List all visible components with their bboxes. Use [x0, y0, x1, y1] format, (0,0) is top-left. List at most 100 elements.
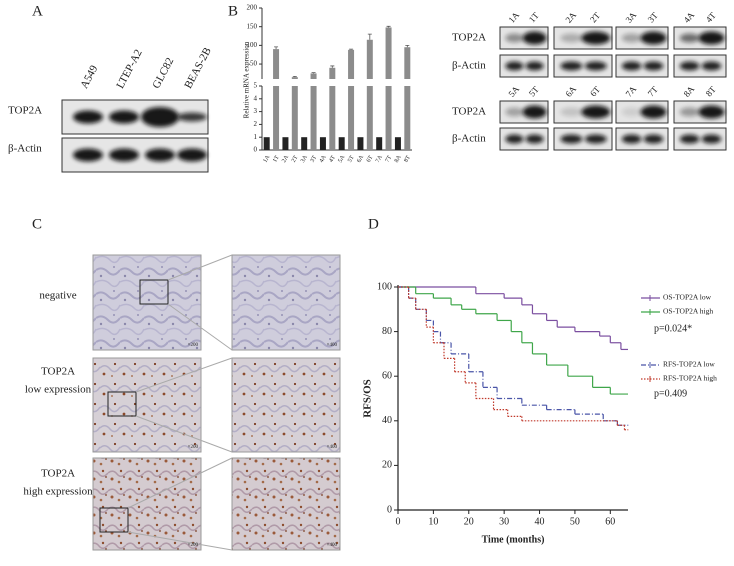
y-tick-label: 1: [254, 133, 258, 141]
blot-band: [505, 61, 524, 71]
x-tick-label: 6T: [366, 155, 375, 164]
y-tick-label: 3: [254, 107, 258, 115]
bar: [273, 86, 280, 150]
y-tick-label: 0: [254, 146, 258, 154]
lane-label: 4A: [682, 10, 697, 25]
ihc-row-label: TOP2A: [41, 468, 75, 480]
lane-label: 2A: [563, 10, 578, 25]
lane-label: 7A: [624, 84, 639, 99]
blot-band: [73, 148, 103, 162]
lane-label: 3A: [624, 10, 639, 25]
x-tick-label: 6A: [356, 154, 365, 164]
lane-label: 7T: [646, 84, 660, 98]
lane-label: LTEP-A2: [114, 48, 144, 91]
lane-label: 5T: [527, 84, 541, 98]
lane-label: 4T: [704, 10, 718, 24]
zoom-line: [167, 254, 233, 281]
blot-band: [640, 105, 667, 119]
blot-band: [505, 107, 524, 117]
y-tick-label: 0: [387, 504, 392, 515]
bar: [329, 86, 336, 150]
magnification: ×200: [188, 543, 199, 548]
lane-label: 2T: [588, 10, 602, 24]
legend-label: OS-TOP2A low: [663, 293, 712, 302]
ihc-row-label: high expression: [23, 486, 93, 498]
ihc-panel: negative ×200 ×400 TOP2A low expression ×200 ×…: [23, 254, 341, 551]
bar: [357, 137, 364, 150]
zoom-box: [139, 279, 169, 305]
annotation: p=0.409: [654, 388, 687, 399]
blot-band: [679, 33, 700, 43]
y-tick-label: 5: [254, 82, 258, 90]
blot-band: [698, 31, 725, 45]
x-tick-label: 50: [570, 516, 580, 527]
error-bar: [292, 75, 297, 78]
panel-label: C: [32, 216, 42, 232]
bar-upper: [273, 49, 280, 79]
x-tick-label: 4T: [328, 155, 337, 164]
x-tick-label: 30: [499, 516, 509, 527]
blot-band: [505, 33, 524, 43]
blot-box: [553, 127, 613, 151]
y-axis-label: Relative mRNA expression: [243, 41, 251, 118]
blot-band: [560, 61, 583, 71]
blot-band: [560, 134, 583, 144]
ihc-image-400: [231, 457, 341, 551]
lane-label: 6A: [563, 84, 578, 99]
y-tick-label: 40: [382, 415, 392, 426]
x-tick-label: 8T: [403, 155, 412, 164]
lane-label: GLC82: [150, 56, 176, 91]
error-bar: [367, 33, 372, 40]
bar: [263, 137, 270, 150]
blot-band: [525, 61, 544, 71]
ihc-image-200: [92, 457, 202, 551]
y-tick-label: 50: [250, 60, 258, 68]
blot-band: [679, 107, 700, 117]
blot-band: [109, 110, 139, 124]
blot-a: A549 LTEP-A2 GLC82 BEAS-2B TOP2A β-Actin: [8, 46, 214, 173]
blot-band: [177, 148, 207, 162]
blot-band: [584, 61, 607, 71]
blot-band: [679, 134, 700, 144]
blot-band: [525, 134, 544, 144]
bar-upper: [366, 39, 373, 79]
lane-label: 5A: [506, 84, 521, 99]
blot-band: [701, 134, 722, 144]
ihc-row-label: TOP2A: [41, 366, 75, 378]
bar-upper: [404, 47, 411, 79]
panel-label: D: [368, 216, 379, 232]
blot-box: [615, 54, 669, 78]
lane-label: 8T: [704, 84, 718, 98]
error-bar: [349, 48, 354, 50]
lane-label: 1T: [527, 10, 541, 24]
magnification: ×200: [188, 343, 199, 348]
blot-band: [698, 105, 725, 119]
row-label: TOP2A: [452, 32, 486, 44]
bar-chart: 0 1 2 3 4 5 50 100 150 200 Relative mRNA expressio…: [243, 4, 412, 164]
blot-band: [505, 134, 524, 144]
blot-band: [621, 107, 642, 117]
zoom-box: [107, 391, 137, 417]
zoom-line: [135, 357, 233, 393]
y-tick-label: 80: [382, 326, 392, 337]
legend-label: OS-TOP2A high: [663, 307, 713, 316]
row-label: TOP2A: [8, 105, 42, 117]
magnification: ×200: [188, 445, 199, 450]
blot-band: [621, 134, 642, 144]
x-tick-label: 1T: [272, 155, 281, 164]
blot-band: [701, 61, 722, 71]
blot-band: [145, 148, 175, 162]
magnification: ×400: [327, 343, 338, 348]
bar: [301, 137, 308, 150]
bar: [338, 137, 345, 150]
ihc-row-label: negative: [39, 290, 76, 302]
x-tick-label: 20: [464, 516, 474, 527]
x-tick-label: 5T: [347, 155, 356, 164]
blot-band: [581, 105, 611, 119]
blot-band: [522, 105, 547, 119]
x-tick-label: 40: [535, 516, 545, 527]
ihc-image-400: [231, 254, 341, 351]
blot-box: [615, 127, 669, 151]
x-tick-label: 3A: [300, 154, 309, 164]
bar-upper: [385, 27, 392, 79]
